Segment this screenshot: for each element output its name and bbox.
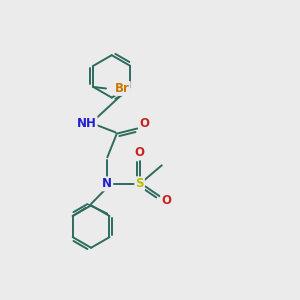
Text: S: S [135,177,144,190]
Text: O: O [135,146,145,159]
Text: O: O [161,194,171,207]
Text: Br: Br [115,82,130,95]
Text: NH: NH [77,117,97,130]
Text: O: O [139,117,149,130]
Text: N: N [102,177,112,190]
